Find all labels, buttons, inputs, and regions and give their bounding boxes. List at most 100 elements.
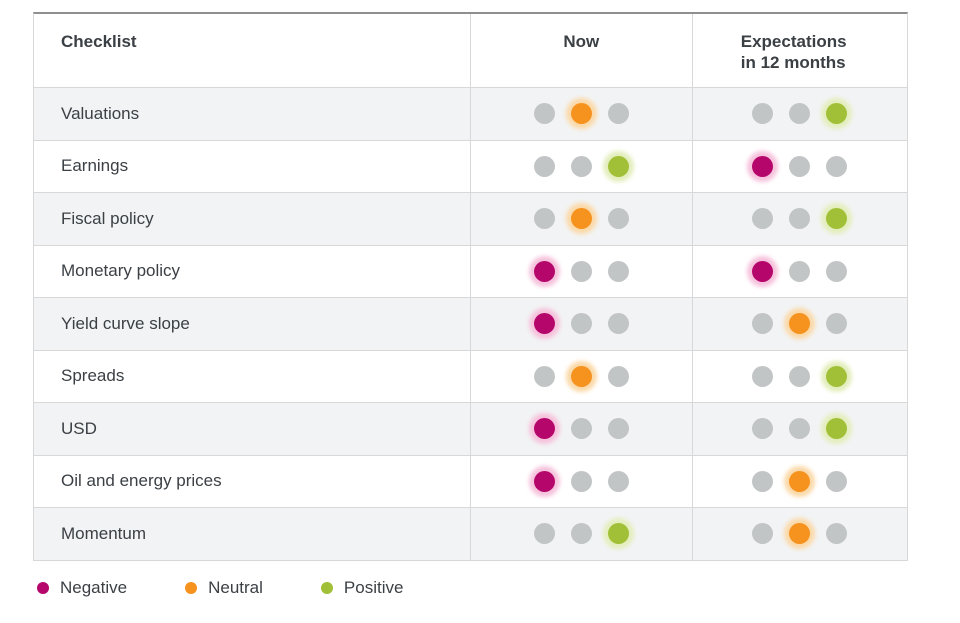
dot-cluster-expectations	[752, 208, 848, 230]
dot-inactive	[607, 103, 629, 125]
dot-inactive	[607, 365, 629, 387]
dot-inactive	[570, 470, 592, 492]
table-row: Earnings	[34, 140, 907, 193]
dot-inactive	[789, 155, 811, 177]
dot-inactive	[570, 260, 592, 282]
cell-now	[470, 88, 691, 140]
row-label-cell: USD	[34, 403, 470, 455]
header-cell-checklist: Checklist	[34, 14, 470, 87]
header-cell-expectations: Expectations in 12 months	[691, 14, 907, 87]
dot-inactive	[607, 313, 629, 335]
dot-cluster-expectations	[752, 523, 848, 545]
row-label-cell: Fiscal policy	[34, 193, 470, 245]
cell-now	[470, 508, 691, 560]
negative-dot-active	[752, 260, 774, 282]
table-row: Yield curve slope	[34, 298, 907, 351]
positive-dot-active	[826, 103, 848, 125]
dot-inactive	[789, 365, 811, 387]
table-row: USD	[34, 403, 907, 456]
dot-inactive	[826, 260, 848, 282]
legend-item: Positive	[320, 578, 403, 598]
positive-dot-active	[826, 418, 848, 440]
neutral-dot-active	[570, 103, 592, 125]
cell-now	[470, 455, 691, 507]
cell-now	[470, 403, 691, 455]
table-row: Momentum	[34, 508, 907, 561]
table-row: Oil and energy prices	[34, 455, 907, 508]
positive-legend-dot-icon	[320, 582, 333, 594]
dot-inactive	[570, 523, 592, 545]
cell-now	[470, 140, 691, 192]
dot-cluster-expectations	[752, 418, 848, 440]
dot-cluster-expectations	[752, 470, 848, 492]
cell-expectations	[691, 193, 907, 245]
positive-dot-active	[826, 208, 848, 230]
cell-expectations	[691, 140, 907, 192]
dot-cluster-expectations	[752, 365, 848, 387]
negative-legend-dot-icon	[37, 582, 49, 594]
dot-inactive	[570, 155, 592, 177]
table-row: Monetary policy	[34, 245, 907, 298]
dot-inactive	[826, 523, 848, 545]
dot-cluster-expectations	[752, 313, 848, 335]
legend-label: Negative	[60, 578, 128, 597]
cell-expectations	[691, 350, 907, 402]
cell-now	[470, 193, 691, 245]
dot-cluster-now	[533, 523, 629, 545]
neutral-dot-active	[789, 470, 811, 492]
negative-dot-active	[533, 470, 555, 492]
dot-inactive	[752, 418, 774, 440]
dot-cluster-now	[533, 103, 629, 125]
legend-item: Neutral	[185, 578, 263, 598]
dot-cluster-expectations	[752, 260, 848, 282]
row-label-cell: Spreads	[34, 351, 470, 403]
dot-inactive	[789, 260, 811, 282]
dot-cluster-now	[533, 313, 629, 335]
table-body: Valuations Earnings Fiscal policy	[34, 88, 907, 561]
dot-inactive	[533, 155, 555, 177]
row-label-cell: Oil and energy prices	[34, 456, 470, 508]
dot-inactive	[533, 365, 555, 387]
negative-dot-active	[752, 155, 774, 177]
cell-expectations	[691, 403, 907, 455]
positive-dot-active	[607, 155, 629, 177]
row-label-cell: Monetary policy	[34, 246, 470, 298]
dot-inactive	[752, 523, 774, 545]
cell-expectations	[691, 298, 907, 350]
neutral-dot-active	[789, 523, 811, 545]
row-label: Monetary policy	[61, 261, 181, 281]
positive-dot-active	[607, 523, 629, 545]
dot-cluster-now	[533, 470, 629, 492]
row-label: Valuations	[61, 103, 140, 123]
dot-inactive	[752, 313, 774, 335]
dot-inactive	[607, 470, 629, 492]
cell-expectations	[691, 245, 907, 297]
dot-cluster-now	[533, 365, 629, 387]
row-label: Momentum	[61, 523, 147, 543]
cell-now	[470, 298, 691, 350]
dot-inactive	[789, 418, 811, 440]
table-row: Valuations	[34, 88, 907, 141]
dot-inactive	[826, 313, 848, 335]
dot-cluster-now	[533, 260, 629, 282]
row-label: Earnings	[61, 156, 129, 176]
dot-inactive	[570, 313, 592, 335]
legend-label: Neutral	[208, 578, 263, 597]
row-label-cell: Momentum	[34, 508, 470, 560]
neutral-dot-active	[570, 365, 592, 387]
cell-expectations	[691, 455, 907, 507]
table-row: Spreads	[34, 350, 907, 403]
dot-cluster-expectations	[752, 155, 848, 177]
row-label: Spreads	[61, 366, 125, 386]
cell-expectations	[691, 88, 907, 140]
row-label-cell: Yield curve slope	[34, 298, 470, 350]
dot-inactive	[533, 523, 555, 545]
dot-cluster-now	[533, 155, 629, 177]
row-label-cell: Earnings	[34, 141, 470, 193]
neutral-dot-active	[789, 313, 811, 335]
cell-now	[470, 350, 691, 402]
dot-cluster-expectations	[752, 103, 848, 125]
header-label-checklist: Checklist	[61, 32, 137, 51]
neutral-legend-dot-icon	[185, 582, 198, 594]
